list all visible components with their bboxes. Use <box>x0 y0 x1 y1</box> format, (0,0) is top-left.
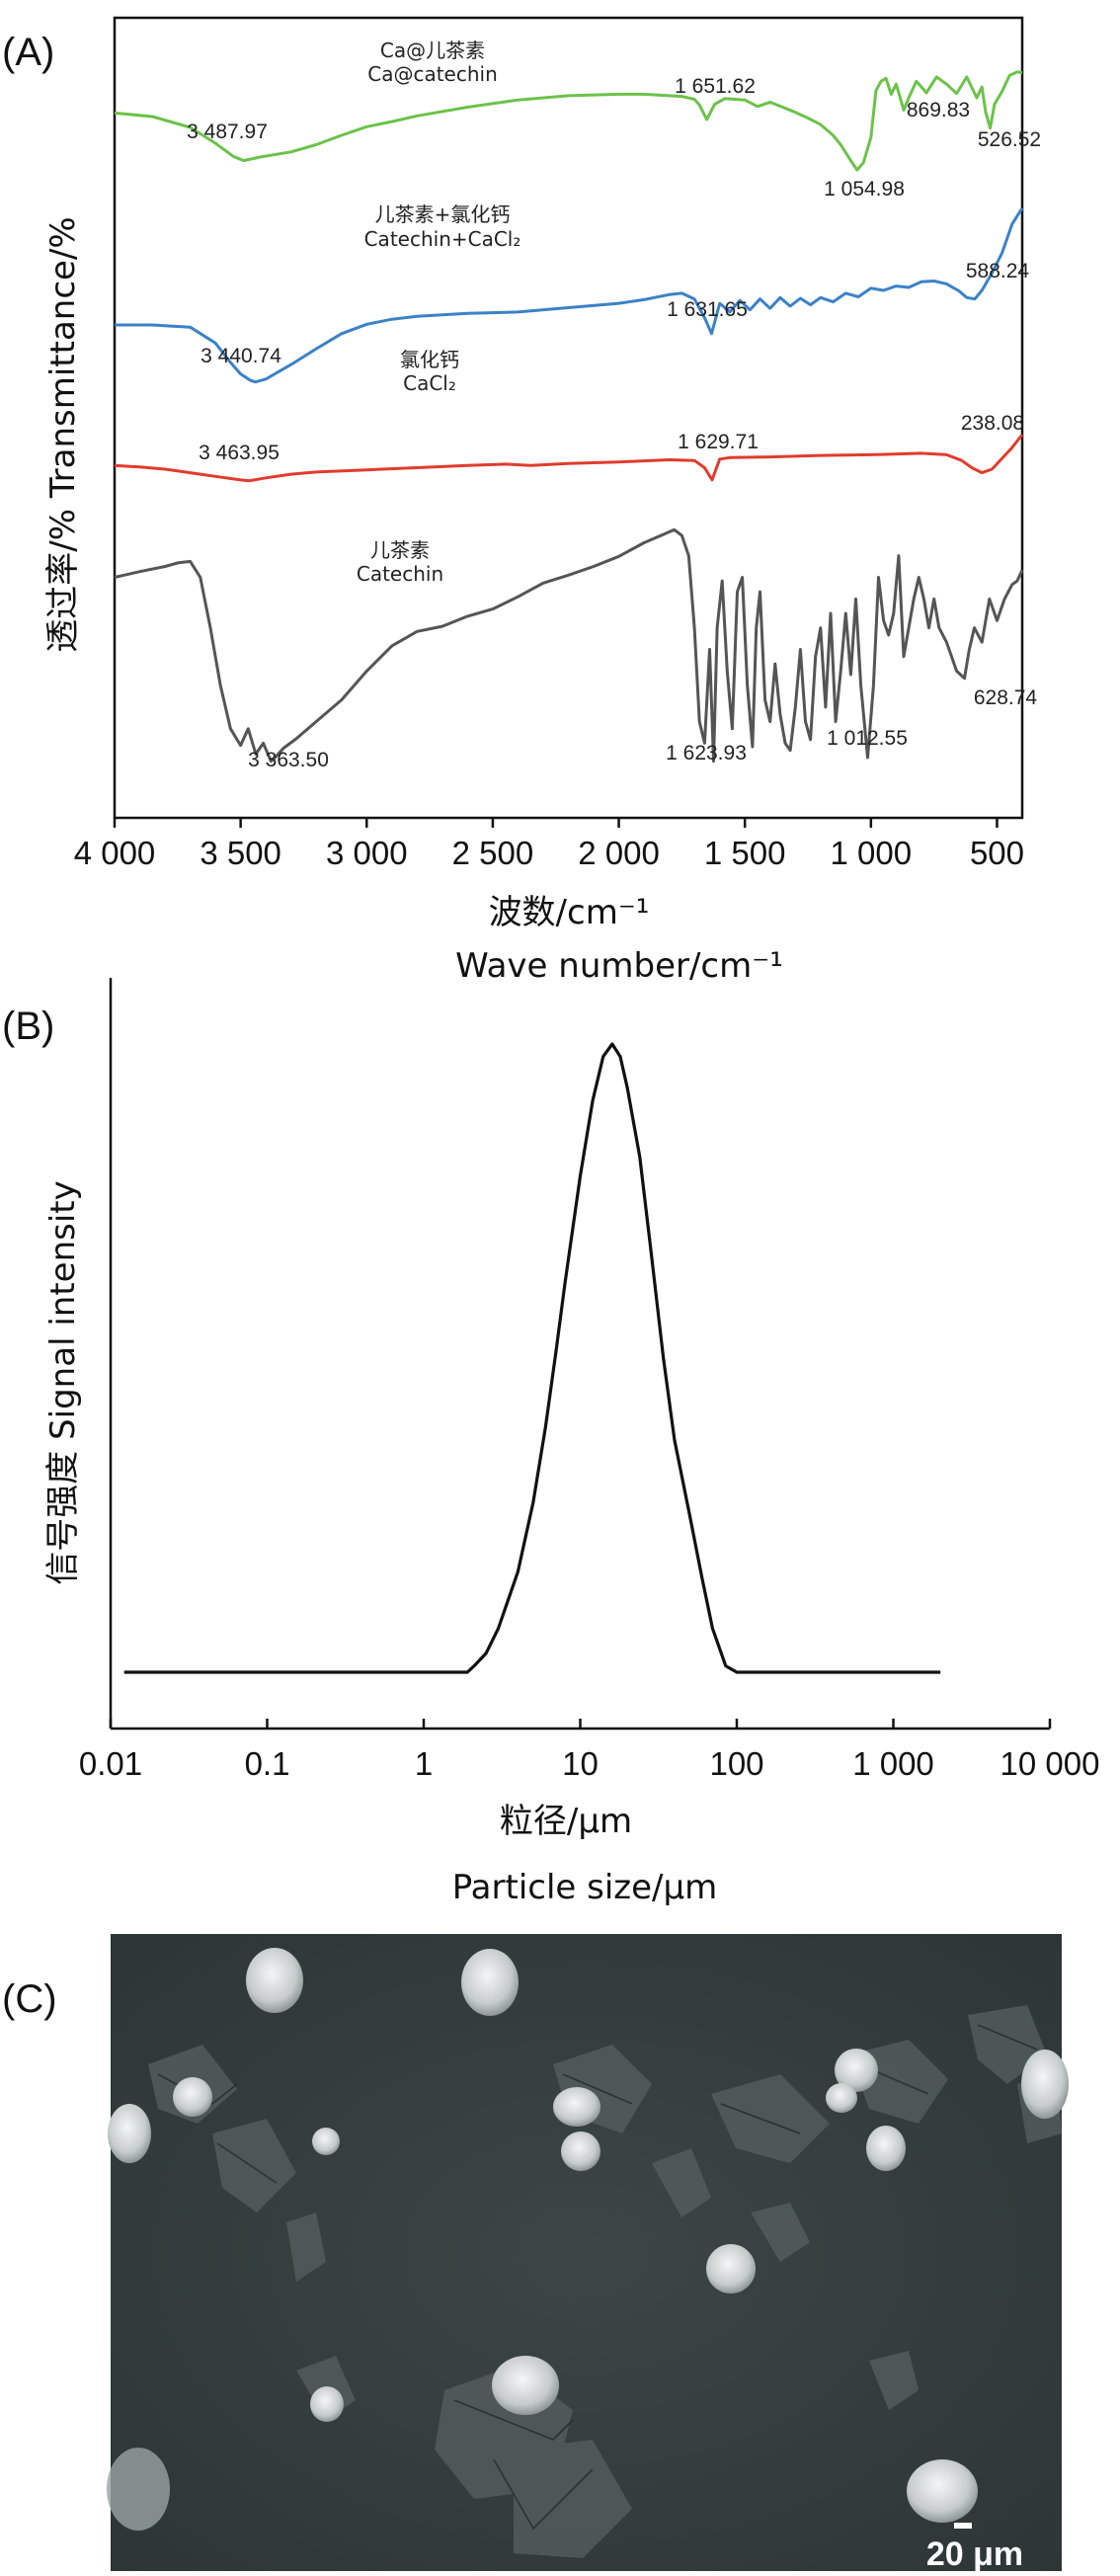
chart-b-x-tick-label: 0.01 <box>79 1745 142 1782</box>
chart-a-peak-label: 3 463.95 <box>199 442 280 464</box>
chart-a-series-line-1 <box>115 206 1024 384</box>
chart-a-series-name-cn: Ca@儿茶素 <box>380 39 485 62</box>
chart-a-peak-label: 526.52 <box>978 128 1041 151</box>
chart-a-x-tick-label: 1 500 <box>704 835 786 871</box>
chart-a-peak-label: 1 629.71 <box>678 431 759 453</box>
chart-a-series-name-cn: 氯化钙 <box>400 348 459 371</box>
chart-b-x-tick-label: 1 000 <box>852 1745 934 1782</box>
chart-a-peak-label: 3 487.97 <box>187 121 268 143</box>
chart-a-peak-label: 3 440.74 <box>200 345 281 367</box>
chart-a-peak-label: 1 623.93 <box>666 742 747 765</box>
chart-a-xlabel-en: Wave number/cm⁻¹ <box>455 946 783 986</box>
panel-label-a: (A) <box>2 31 54 74</box>
chart-a-x-tick-label: 3 000 <box>326 835 408 871</box>
chart-a-series-name-en: Catechin+CaCl₂ <box>364 227 521 251</box>
chart-a-series-line-0 <box>114 70 1023 172</box>
debris-cracks <box>157 2024 1038 2531</box>
chart-a-series-name-en: CaCl₂ <box>403 371 456 395</box>
chart-a-peak-label: 1 631.65 <box>667 298 748 321</box>
chart-b-x-tick-label: 0.1 <box>245 1745 290 1782</box>
chart-a-peak-label: 628.74 <box>974 686 1038 709</box>
chart-a-peak-label: 1 651.62 <box>675 75 756 98</box>
chart-b-x-tick-label: 1 <box>415 1745 433 1782</box>
chart-a-peak-label: 588.24 <box>966 260 1030 282</box>
chart-b-ylabel: 信号强度 Signal intensity <box>43 1180 83 1584</box>
chart-a-ylabel: 透过率/% Transmittance/% <box>43 216 83 652</box>
chart-a-x-tick-label: 2 500 <box>452 835 534 871</box>
chart-b-series <box>123 1042 941 1674</box>
chart-a-peak-label: 238.08 <box>961 412 1024 435</box>
chart-a-frame <box>113 16 1024 820</box>
chart-a-peak-label: 869.83 <box>907 99 970 121</box>
chart-b-x-tick-label: 100 <box>709 1745 763 1782</box>
chart-a-x-tick-label: 2 000 <box>578 835 660 871</box>
chart-b-distribution-line <box>123 1042 941 1674</box>
chart-a-x-tick-label: 1 000 <box>831 835 913 871</box>
chart-a-series <box>114 70 1024 764</box>
scale-bar-label: 20 μm <box>926 2536 1023 2573</box>
chart-a-peak-label: 3 363.50 <box>248 749 329 771</box>
panel-label-c: (C) <box>2 1977 57 2021</box>
panel-label-b: (B) <box>2 1005 54 1048</box>
chart-a-peak-label: 1 012.55 <box>827 727 908 750</box>
chart-a-series-name-en: Catechin <box>357 562 443 586</box>
chart-b-xlabel-en: Particle size/μm <box>452 1868 718 1907</box>
chart-b-x-tick-label: 10 000 <box>1000 1745 1100 1782</box>
scale-bar: 20 μm <box>926 2523 1023 2573</box>
chart-a-series-line-3 <box>114 527 1024 764</box>
chart-a-peak-label: 1 054.98 <box>824 178 905 201</box>
chart-a-xlabel-cn: 波数/cm⁻¹ <box>489 893 650 932</box>
chart-b-x-axis: 0.01 0.1 1 10 100 1 000 10 000 <box>79 1719 1100 1782</box>
chart-a-x-tick-label: 4 000 <box>74 835 156 871</box>
spherical-particles <box>107 1948 1069 2531</box>
chart-a-series-name-en: Ca@catechin <box>367 62 498 86</box>
chart-a-x-axis: 4 000 3 500 3 000 2 500 2 000 1 500 1 000 500 <box>74 818 1024 871</box>
sem-micrograph: 20 μm <box>107 1934 1069 2573</box>
chart-a-series-name-cn: 儿茶素 <box>370 538 430 562</box>
chart-a-series-line-2 <box>114 434 1024 483</box>
chart-b-x-tick-label: 10 <box>562 1745 599 1782</box>
chart-b-xlabel-cn: 粒径/μm <box>500 1802 632 1841</box>
scale-bar-line <box>954 2523 972 2529</box>
chart-a-x-tick-label: 500 <box>970 835 1024 871</box>
chart-a-series-name-cn: 儿茶素+氯化钙 <box>375 202 511 226</box>
chart-a-x-tick-label: 3 500 <box>200 835 281 871</box>
chart-a-peak-labels: 3 487.97 1 651.62 1 054.98 869.83 526.52 3 44… <box>187 75 1041 771</box>
